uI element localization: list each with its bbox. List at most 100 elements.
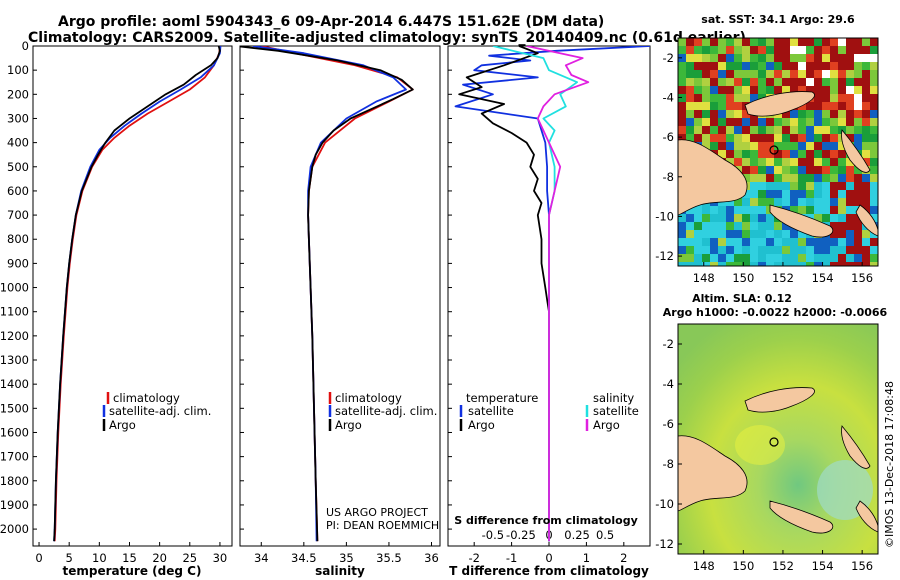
sst-cell [822,46,830,54]
depth-tick-label: 1300 [0,353,29,367]
argo-float-marker [769,145,779,155]
sst-cell [702,54,710,62]
sst-cell [766,54,774,62]
depth-tick-label: 2000 [0,522,29,536]
sst-cell [838,158,846,166]
sst-cell [806,54,814,62]
sst-cell [782,78,790,86]
sst-cell [822,238,830,246]
sst-cell [782,174,790,182]
sst-cell [862,46,870,54]
sst-map-axes: 148 150 152 154 156 -2 -4 -6 -8 -10 -12 [655,51,873,285]
sst-cell [686,94,694,102]
sst-cell [686,206,694,214]
sst-cell [750,46,758,54]
sst-cell [870,254,878,262]
sst-cell [830,38,838,46]
difference-profiles [454,46,650,542]
sst-cell [854,94,862,102]
sst-cell [814,182,822,190]
sst-cell [718,78,726,86]
sst-cell [782,126,790,134]
depth-tick-label: 1600 [0,425,29,439]
sst-cell [702,86,710,94]
sst-cell [790,158,798,166]
sst-cell [798,38,806,46]
sst-cell [750,182,758,190]
sst-cell [726,222,734,230]
depth-tick-label: 0 [22,39,29,53]
sst-cell [726,126,734,134]
sst-cell [814,46,822,54]
sst-cell [774,62,782,70]
sst-cell [790,198,798,206]
lon-tick-label: 150 [732,271,754,285]
sst-cell [790,70,798,78]
sst-cell [742,70,750,78]
sst-cell [766,254,774,262]
depth-tick-label: 100 [7,63,29,77]
depth-tick-label: 1700 [0,450,29,464]
sst-cell [862,118,870,126]
depth-tick-label: 1000 [0,281,29,295]
sst-cell [742,190,750,198]
sst-cell [782,246,790,254]
sst-cell [806,190,814,198]
sst-cell [846,86,854,94]
sst-cell [870,46,878,54]
sst-cell [750,230,758,238]
sst-cell [798,46,806,54]
sst-map-land [678,91,878,238]
sst-cell [846,238,854,246]
depth-tick-label: 400 [7,136,29,150]
lon-tick-label: 154 [812,559,834,573]
sst-cell [726,214,734,222]
sst-cell [862,230,870,238]
sst-cell [734,46,742,54]
sst-cell [830,254,838,262]
sst-cell [766,190,774,198]
sst-cell [814,198,822,206]
sst-cell [774,54,782,62]
sst-cell [750,118,758,126]
sst-cell [774,46,782,54]
sst-cell [846,102,854,110]
lat-tick-label: -2 [663,337,674,351]
sst-cell [774,142,782,150]
sst-cell [798,126,806,134]
sst-cell [758,222,766,230]
sst-cell [830,134,838,142]
temperature-xlabel: temperature (deg C) [63,564,202,578]
sst-cell [726,118,734,126]
sst-cell [870,174,878,182]
sst-cell [710,230,718,238]
sst-cell [846,70,854,78]
sst-cell [702,46,710,54]
sst-cell [758,182,766,190]
sst-cell [854,38,862,46]
sst-cell [718,102,726,110]
depth-tick-label: 500 [7,160,29,174]
sst-cell [726,262,734,266]
sst-cell [838,222,846,230]
sst-cell [734,246,742,254]
lat-tick-label: -6 [663,130,674,144]
sst-cell [814,134,822,142]
sst-cell [806,118,814,126]
sst-cell [686,38,694,46]
sst-cell [790,190,798,198]
sst-cell [790,182,798,190]
sst-cell [710,70,718,78]
pi-credit: PI: DEAN ROEMMICH [326,519,439,532]
sst-cell [814,62,822,70]
sst-cell [806,110,814,118]
lat-tick-label: -10 [655,497,674,511]
sst-cell [830,78,838,86]
sst-cell [750,158,758,166]
sst-cell [742,134,750,142]
sst-cell [750,198,758,206]
sst-cell [846,262,854,266]
sst-cell [854,182,862,190]
sst-cell [830,94,838,102]
sst-cell [766,134,774,142]
